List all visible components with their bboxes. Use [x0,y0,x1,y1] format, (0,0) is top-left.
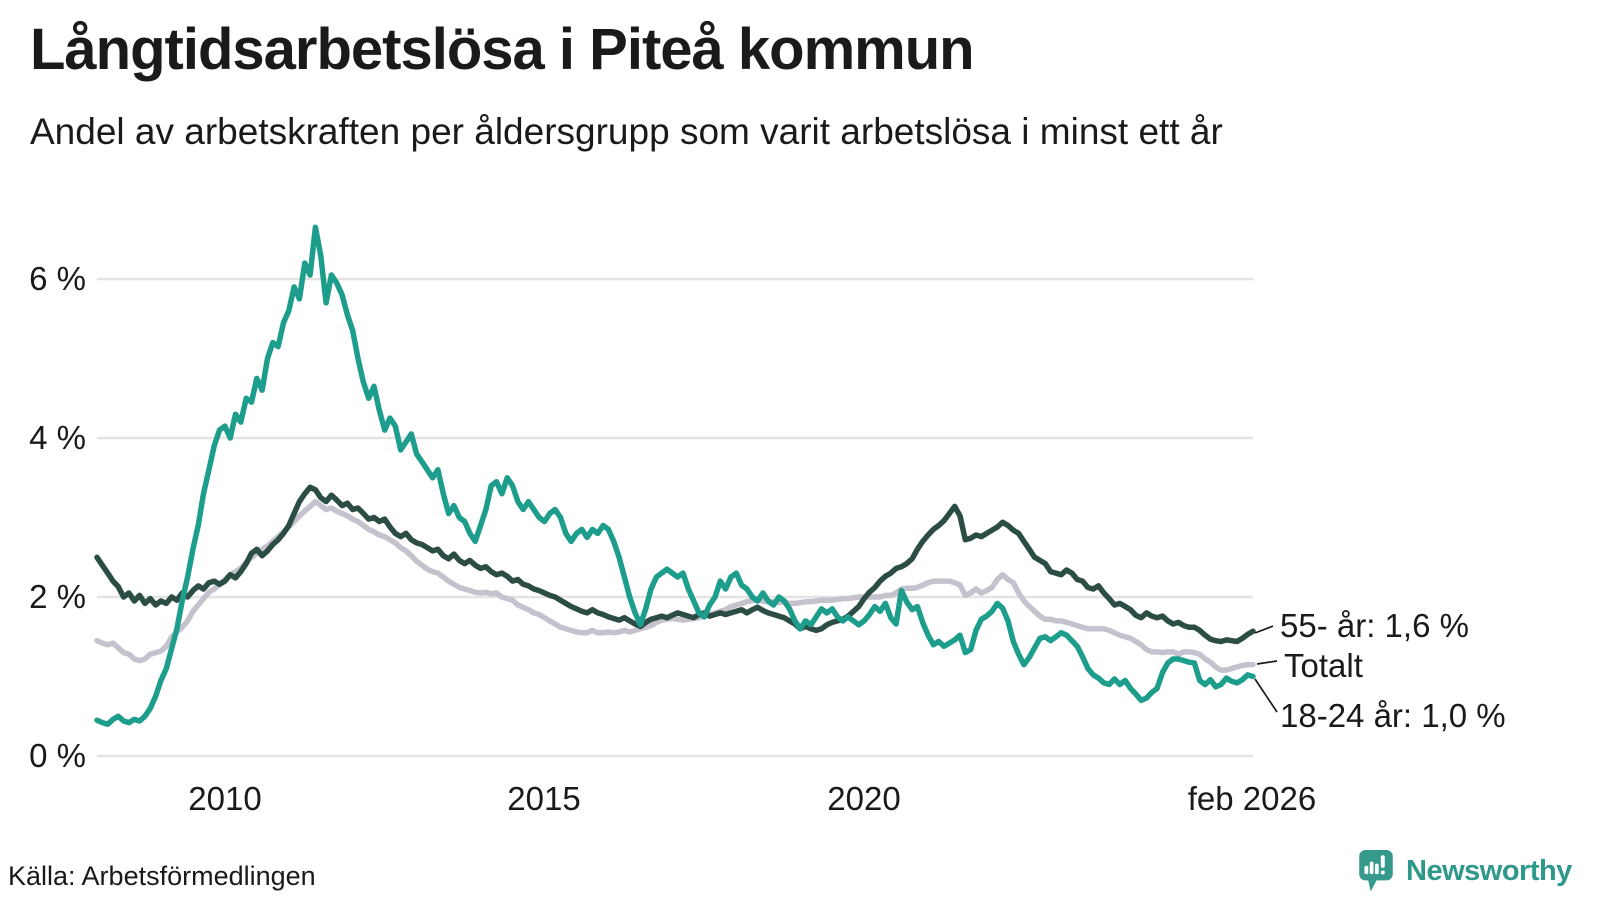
page-title: Långtidsarbetslösa i Piteå kommun [30,17,975,82]
x-axis-label-2015: 2015 [507,780,581,817]
y-axis-label-0: 0 % [29,737,86,774]
newsworthy-logo[interactable]: Newsworthy [1358,848,1593,894]
series-line-55 [94,484,1256,645]
page-subtitle: Andel av arbetskraften per åldersgrupp s… [30,111,1223,152]
annotation-leader-line [1254,625,1274,634]
annotation-leader-line [1256,660,1278,665]
x-axis-label-2010: 2010 [188,780,262,817]
newsworthy-logo-icon [1359,850,1393,892]
source-note: Källa: Arbetsförmedlingen [8,861,316,891]
x-axis-label-2020: 2020 [827,780,901,817]
series-end-label-18-24: 18-24 år: 1,0 % [1280,697,1506,734]
y-axis-label-4: 4 % [29,419,86,456]
series-line-totalt [94,498,1256,673]
series-end-label-55: 55- år: 1,6 % [1280,607,1469,644]
y-axis-label-6: 6 % [29,260,86,297]
newsworthy-logo-text: Newsworthy [1406,854,1572,887]
x-axis-label-feb-2026: feb 2026 [1187,780,1317,817]
series-end-label-totalt: Totalt [1284,647,1363,684]
y-axis-label-2: 2 % [29,578,86,615]
annotation-leader-line [1254,678,1278,713]
series-line-1824 [94,224,1256,727]
